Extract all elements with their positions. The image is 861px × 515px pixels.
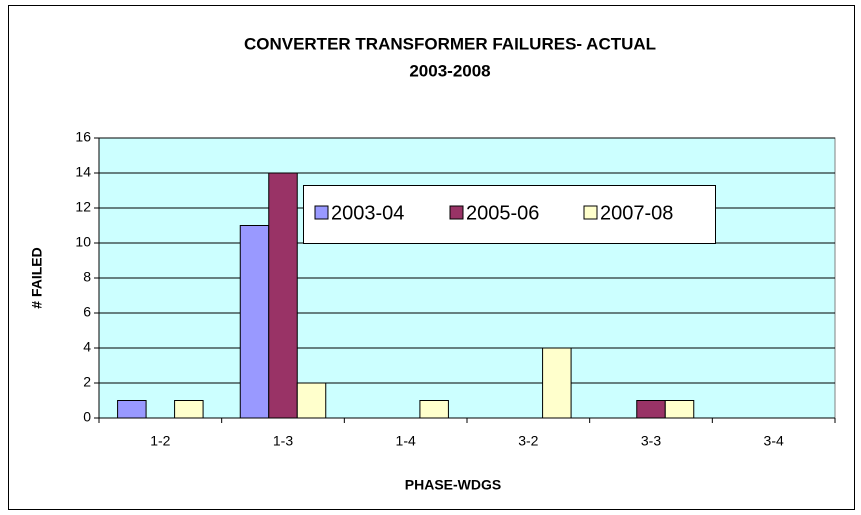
y-axis-label: # FAILED <box>29 247 45 308</box>
y-tick-label: 12 <box>75 199 91 215</box>
bar <box>542 347 572 419</box>
legend-label: 2005-06 <box>466 202 539 224</box>
bar <box>419 400 449 419</box>
chart-title: CONVERTER TRANSFORMER FAILURES- ACTUAL <box>244 34 656 53</box>
legend-box <box>303 185 716 244</box>
bar <box>636 400 666 419</box>
y-tick-label: 4 <box>83 339 91 355</box>
legend-label: 2007-08 <box>600 202 673 224</box>
legend-swatch <box>314 205 329 220</box>
x-axis-label: PHASE-WDGS <box>405 477 501 493</box>
chart-subtitle: 2003-2008 <box>409 61 490 80</box>
bar <box>296 382 327 419</box>
y-tick-label: 2 <box>83 374 91 390</box>
x-tick-label: 3-2 <box>518 433 538 449</box>
bar <box>664 400 695 419</box>
y-tick-label: 10 <box>75 234 91 250</box>
y-tick-label: 8 <box>83 269 91 285</box>
x-tick-label: 1-2 <box>150 433 170 449</box>
bar <box>117 400 147 419</box>
x-tick-label: 3-4 <box>764 433 784 449</box>
legend-swatch <box>449 205 464 220</box>
y-tick-label: 14 <box>75 164 91 180</box>
y-tick-label: 6 <box>83 304 91 320</box>
y-tick-label: 16 <box>75 129 91 145</box>
x-tick-label: 3-3 <box>641 433 661 449</box>
y-tick-label: 0 <box>83 409 91 425</box>
bar <box>268 172 298 419</box>
legend-label: 2003-04 <box>331 202 404 224</box>
x-tick-label: 1-4 <box>396 433 416 449</box>
bar <box>174 400 204 419</box>
legend-swatch <box>583 205 598 220</box>
x-tick-label: 1-3 <box>273 433 293 449</box>
bar <box>239 225 270 419</box>
